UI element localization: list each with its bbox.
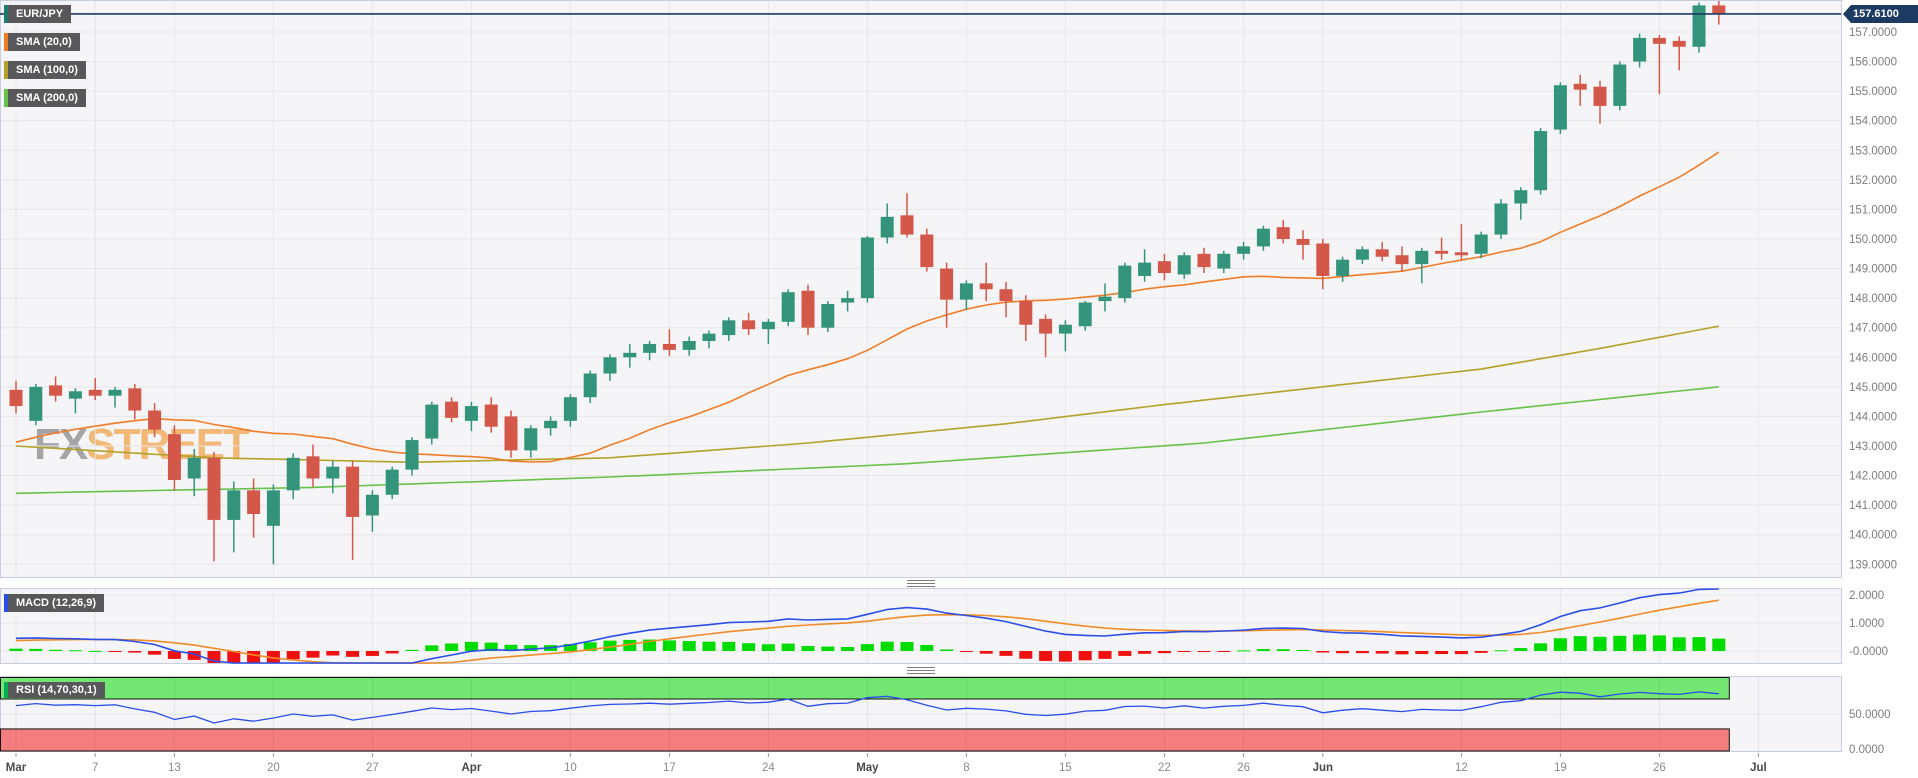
- macd-panel[interactable]: [0, 588, 1842, 664]
- macd-badge: MACD (12,26,9): [4, 594, 105, 612]
- current-price-flag: 157.6100: [1843, 5, 1918, 23]
- sma20-color-strip: [4, 33, 8, 51]
- panel-resize-handle-2[interactable]: [907, 667, 935, 674]
- rsi-badge: RSI (14,70,30,1): [4, 682, 105, 698]
- sma200-color-strip: [4, 89, 8, 107]
- sma200-badge: SMA (200,0): [4, 89, 86, 107]
- sma100-color-strip: [4, 61, 8, 79]
- rsi-label: RSI (14,70,30,1): [8, 682, 105, 698]
- macd-color-strip: [4, 594, 8, 612]
- watermark-street: STREET: [86, 420, 250, 469]
- fxstreet-watermark: FXSTREET: [34, 420, 250, 470]
- sma200-label: SMA (200,0): [8, 89, 86, 107]
- sma20-badge: SMA (20,0): [4, 33, 80, 51]
- macd-label: MACD (12,26,9): [8, 594, 105, 612]
- price-panel[interactable]: [0, 0, 1842, 578]
- sma100-badge: SMA (100,0): [4, 61, 86, 79]
- watermark-fx: FX: [34, 420, 88, 469]
- sma100-label: SMA (100,0): [8, 61, 86, 79]
- sma20-label: SMA (20,0): [8, 33, 80, 51]
- time-axis[interactable]: [0, 753, 1842, 778]
- pair-label: EUR/JPY: [8, 5, 72, 23]
- price-axis[interactable]: [1842, 0, 1918, 752]
- rsi-panel[interactable]: [0, 676, 1842, 752]
- pair-badge: EUR/JPY: [4, 5, 72, 23]
- panel-resize-handle-1[interactable]: [907, 580, 935, 587]
